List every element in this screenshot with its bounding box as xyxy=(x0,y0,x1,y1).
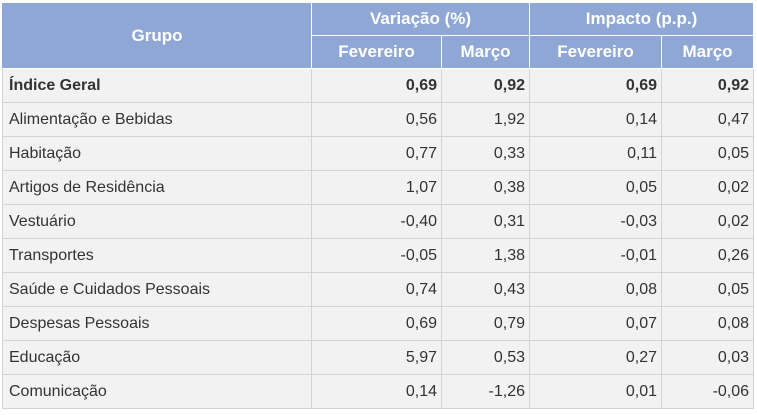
cell-variacao-marco: 0,38 xyxy=(440,170,531,205)
subheader-variacao-fevereiro: Fevereiro xyxy=(311,35,442,69)
cell-grupo: Saúde e Cuidados Pessoais xyxy=(2,272,312,307)
cell-grupo: Vestuário xyxy=(2,204,312,239)
cell-impacto-marco: 0,02 xyxy=(661,170,755,205)
cell-grupo: Comunicação xyxy=(2,374,312,409)
cell-variacao-fevereiro: -0,40 xyxy=(311,204,442,239)
cell-variacao-marco: 0,31 xyxy=(440,204,531,239)
cell-variacao-marco: 0,92 xyxy=(440,68,531,103)
cell-impacto-fevereiro: 0,11 xyxy=(529,136,663,171)
table-row: Habitação 0,77 0,33 0,11 0,05 xyxy=(2,136,755,171)
cell-variacao-marco: 0,33 xyxy=(440,136,531,171)
cell-impacto-marco: 0,92 xyxy=(661,68,755,103)
cell-grupo: Educação xyxy=(2,340,312,375)
cell-impacto-fevereiro: -0,03 xyxy=(529,204,663,239)
cell-variacao-marco: 0,43 xyxy=(440,272,531,307)
cell-variacao-marco: 1,92 xyxy=(440,102,531,137)
cell-impacto-marco: 0,08 xyxy=(661,306,755,341)
cell-variacao-fevereiro: -0,05 xyxy=(311,238,442,273)
cell-variacao-marco: -1,26 xyxy=(440,374,531,409)
cell-grupo: Habitação xyxy=(2,136,312,171)
cell-grupo: Despesas Pessoais xyxy=(2,306,312,341)
table-row: Educação 5,97 0,53 0,27 0,03 xyxy=(2,340,755,375)
table-row: Artigos de Residência 1,07 0,38 0,05 0,0… xyxy=(2,170,755,205)
cell-variacao-fevereiro: 0,77 xyxy=(311,136,442,171)
cell-grupo: Transportes xyxy=(2,238,312,273)
cell-impacto-fevereiro: 0,27 xyxy=(529,340,663,375)
subheader-impacto-fevereiro: Fevereiro xyxy=(529,35,663,69)
cell-impacto-fevereiro: 0,08 xyxy=(529,272,663,307)
header-impacto: Impacto (p.p.) xyxy=(529,2,755,36)
cell-variacao-marco: 0,79 xyxy=(440,306,531,341)
cell-impacto-fevereiro: 0,05 xyxy=(529,170,663,205)
header-variacao: Variação (%) xyxy=(310,2,531,36)
cell-variacao-fevereiro: 1,07 xyxy=(311,170,442,205)
cell-impacto-fevereiro: -0,01 xyxy=(529,238,663,273)
cell-variacao-fevereiro: 0,74 xyxy=(311,272,442,307)
cell-impacto-marco: 0,03 xyxy=(661,340,755,375)
cell-impacto-marco: 0,05 xyxy=(661,272,755,307)
table-row: Saúde e Cuidados Pessoais 0,74 0,43 0,08… xyxy=(2,272,755,307)
cell-grupo: Artigos de Residência xyxy=(2,170,312,205)
cell-impacto-marco: -0,06 xyxy=(661,374,755,409)
cell-impacto-fevereiro: 0,69 xyxy=(529,68,663,103)
table-row: Vestuário -0,40 0,31 -0,03 0,02 xyxy=(2,204,755,239)
cell-impacto-fevereiro: 0,14 xyxy=(529,102,663,137)
cell-grupo: Índice Geral xyxy=(2,68,312,103)
subheader-impacto-marco: Março xyxy=(661,35,755,69)
cell-variacao-fevereiro: 0,56 xyxy=(311,102,442,137)
cell-impacto-marco: 0,02 xyxy=(661,204,755,239)
cell-impacto-marco: 0,05 xyxy=(661,136,755,171)
cell-impacto-marco: 0,26 xyxy=(661,238,755,273)
cell-variacao-fevereiro: 0,14 xyxy=(311,374,442,409)
cell-impacto-fevereiro: 0,01 xyxy=(529,374,663,409)
cell-impacto-marco: 0,47 xyxy=(661,102,755,137)
table-row: Alimentação e Bebidas 0,56 1,92 0,14 0,4… xyxy=(2,102,755,137)
cell-impacto-fevereiro: 0,07 xyxy=(529,306,663,341)
table-body: Índice Geral 0,69 0,92 0,69 0,92 Aliment… xyxy=(2,68,755,409)
ipca-group-table: Grupo Variação (%) Impacto (p.p.) Fevere… xyxy=(2,2,755,409)
cell-variacao-marco: 0,53 xyxy=(440,340,531,375)
ipca-table-container: Grupo Variação (%) Impacto (p.p.) Fevere… xyxy=(2,2,755,409)
cell-variacao-fevereiro: 0,69 xyxy=(311,68,442,103)
table-row: Comunicação 0,14 -1,26 0,01 -0,06 xyxy=(2,374,755,409)
header-grupo: Grupo xyxy=(2,2,312,69)
cell-grupo: Alimentação e Bebidas xyxy=(2,102,312,137)
cell-variacao-marco: 1,38 xyxy=(440,238,531,273)
table-row: Despesas Pessoais 0,69 0,79 0,07 0,08 xyxy=(2,306,755,341)
cell-variacao-fevereiro: 5,97 xyxy=(311,340,442,375)
cell-variacao-fevereiro: 0,69 xyxy=(311,306,442,341)
table-row: Índice Geral 0,69 0,92 0,69 0,92 xyxy=(2,68,755,103)
table-header: Grupo Variação (%) Impacto (p.p.) Fevere… xyxy=(2,2,755,69)
table-row: Transportes -0,05 1,38 -0,01 0,26 xyxy=(2,238,755,273)
subheader-variacao-marco: Março xyxy=(440,35,531,69)
